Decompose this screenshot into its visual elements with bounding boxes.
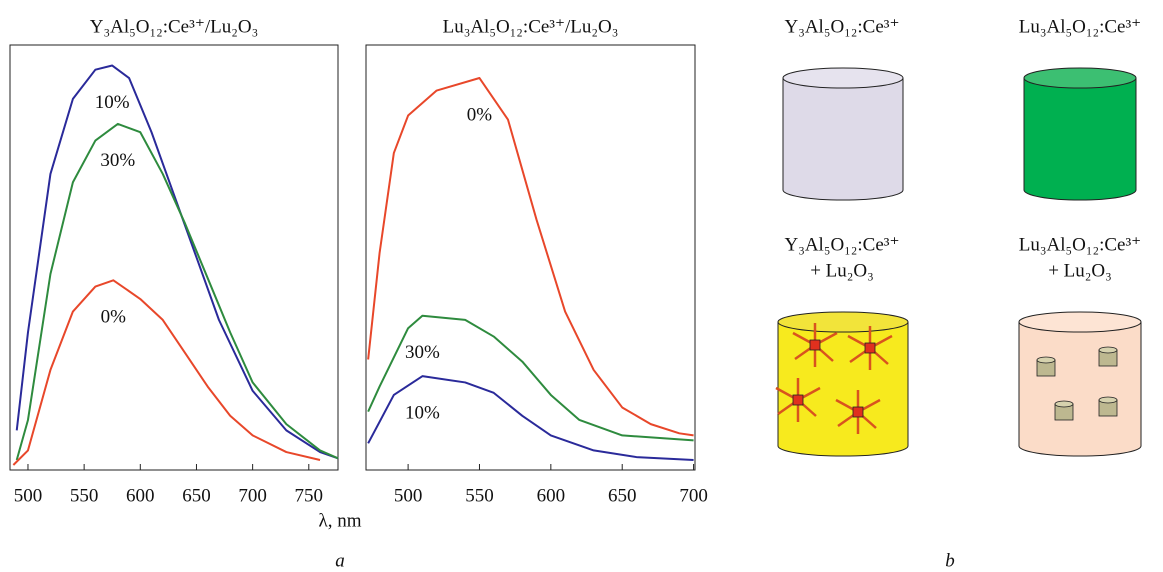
cylinder-body — [1023, 78, 1137, 201]
x-tick-label: 650 — [182, 485, 211, 506]
series-label: 30% — [405, 342, 440, 363]
x-tick-label: 500 — [14, 485, 43, 506]
dopant-cube — [864, 342, 876, 354]
cylinder-top — [782, 67, 904, 89]
inclusion-top — [1098, 396, 1118, 404]
series-label: 0% — [101, 307, 127, 328]
series-line — [367, 314, 694, 442]
chart-title: Lu₃Al₅O₁₂:Ce³⁺/Lu₂O₃ — [443, 16, 619, 37]
panel-label: a — [335, 550, 345, 571]
x-tick-label: 600 — [126, 485, 155, 506]
inclusion-top — [1036, 356, 1056, 364]
x-tick-label: 500 — [394, 485, 423, 506]
dopant-cube — [792, 394, 804, 406]
series-line — [12, 279, 321, 466]
x-tick-label: 550 — [465, 485, 494, 506]
diagram-label: Lu₃Al₅O₁₂:Ce³⁺ — [1019, 16, 1141, 37]
diagram-label: Y₃Al₅O₁₂:Ce³⁺ — [784, 16, 899, 37]
cylinder-body — [777, 322, 909, 457]
cylinder-body — [1018, 322, 1142, 457]
inclusion-top — [1098, 346, 1118, 354]
chart-title: Y₃Al₅O₁₂:Ce³⁺/Lu₂O₃ — [90, 16, 258, 37]
panel-label: b — [945, 550, 955, 571]
x-axis-label: λ, nm — [319, 510, 362, 531]
series-label: 30% — [100, 150, 135, 171]
x-tick-label: 600 — [537, 485, 566, 506]
diagram-label: + Lu₂O₃ — [1048, 260, 1112, 281]
series-label: 0% — [467, 104, 493, 125]
cylinder-body — [782, 78, 904, 201]
inclusion-top — [1054, 400, 1074, 408]
cylinder-top — [1018, 311, 1142, 333]
series-line — [15, 64, 339, 460]
plot-frame — [9, 44, 339, 471]
dopant-cube — [852, 406, 864, 418]
series-label: 10% — [95, 92, 130, 113]
series-label: 10% — [405, 403, 440, 424]
dopant-cube — [809, 339, 821, 351]
x-tick-label: 750 — [295, 485, 324, 506]
diagram-label: + Lu₂O₃ — [810, 260, 874, 281]
diagram-label: Lu₃Al₅O₁₂:Ce³⁺ — [1019, 234, 1141, 255]
plot-frame — [365, 44, 696, 471]
series-line — [15, 122, 339, 461]
series-line — [367, 375, 694, 461]
series-line — [367, 77, 694, 437]
x-tick-label: 550 — [70, 485, 99, 506]
diagram-label: Y₃Al₅O₁₂:Ce³⁺ — [784, 234, 899, 255]
x-tick-label: 700 — [679, 485, 708, 506]
x-tick-label: 700 — [238, 485, 267, 506]
cylinder-top — [777, 311, 909, 333]
cylinder-top — [1023, 67, 1137, 89]
x-tick-label: 650 — [608, 485, 637, 506]
